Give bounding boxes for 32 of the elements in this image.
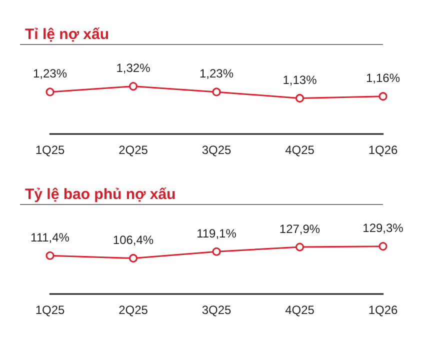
point xyxy=(129,82,138,91)
point xyxy=(46,251,54,260)
data-label: 106,4% xyxy=(112,232,154,247)
data-label: 111,4% xyxy=(30,230,70,244)
point xyxy=(296,242,304,252)
point xyxy=(46,88,54,96)
x-tick-label: 2Q25 xyxy=(118,143,148,157)
x-tick-label: 1Q25 xyxy=(35,143,65,157)
data-label: 1,23% xyxy=(199,66,234,81)
data-label: 1,16% xyxy=(366,71,400,86)
x-tick-label: 1Q25 xyxy=(35,303,65,317)
data-label: 1,32% xyxy=(116,61,151,76)
data-label: 1,13% xyxy=(282,72,318,87)
data-label: 127,9% xyxy=(279,222,320,236)
x-tick-label: 4Q25 xyxy=(285,143,315,157)
point xyxy=(129,254,138,262)
data-label: 119,1% xyxy=(196,226,237,240)
point xyxy=(296,94,304,102)
point xyxy=(212,247,221,256)
point xyxy=(378,92,388,101)
x-tick-label: 3Q25 xyxy=(202,143,232,157)
chart-title: Tỷ lệ bao phủ nợ xấu xyxy=(25,186,176,203)
x-tick-label: 1Q26 xyxy=(368,143,398,157)
x-tick-label: 1Q26 xyxy=(368,303,398,317)
point xyxy=(212,88,221,96)
data-label: 129,3% xyxy=(362,221,404,236)
chart-title: Tỉ lệ nợ xấu xyxy=(25,26,110,43)
point xyxy=(378,242,388,251)
x-tick-label: 4Q25 xyxy=(285,303,315,317)
x-tick-label: 2Q25 xyxy=(118,303,148,317)
x-tick-label: 3Q25 xyxy=(202,303,232,317)
data-label: 1,23% xyxy=(32,66,68,81)
